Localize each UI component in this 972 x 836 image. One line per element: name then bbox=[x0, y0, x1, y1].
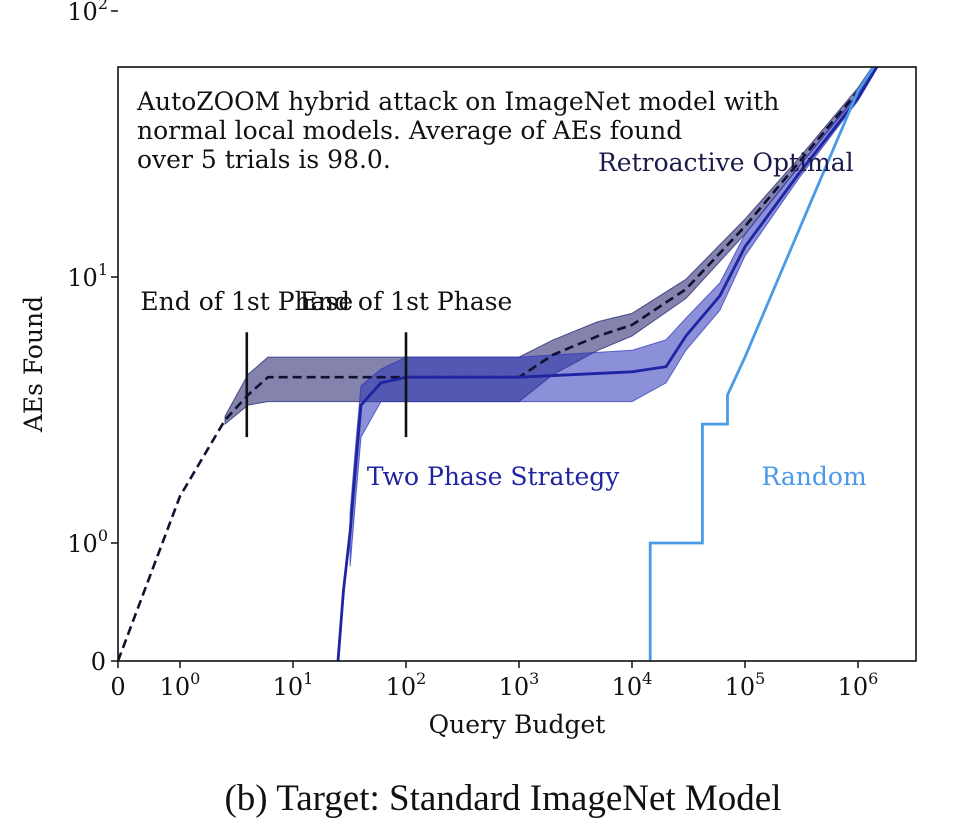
y-tick-label-0: 0 bbox=[91, 648, 106, 676]
x-tick-label-3: 102 bbox=[386, 669, 427, 701]
x-tick-label-5: 104 bbox=[612, 669, 653, 701]
y-axis-label: AEs Found bbox=[19, 296, 48, 433]
x-tick-label-6: 105 bbox=[725, 669, 766, 701]
x-tick-label-0: 0 bbox=[110, 673, 125, 701]
series-line-random bbox=[648, 67, 876, 661]
plot-area bbox=[118, 67, 879, 661]
phase-marker-label-0: End of 1st Phase bbox=[140, 287, 353, 316]
figure-caption: (b) Target: Standard ImageNet Model bbox=[224, 778, 781, 819]
series-label-random: Random bbox=[762, 462, 867, 491]
series-line-retroactive-optimal bbox=[118, 67, 876, 661]
x-tick-label-7: 106 bbox=[838, 669, 879, 701]
annotation-line-1: AutoZOOM hybrid attack on ImageNet model… bbox=[136, 87, 779, 116]
annotation-line-3: over 5 trials is 98.0. bbox=[137, 145, 391, 174]
x-tick-label-1: 100 bbox=[160, 669, 201, 701]
annotation-line-2: normal local models. Average of AEs foun… bbox=[137, 116, 682, 145]
series-label-retroactive-optimal: Retroactive Optimal bbox=[598, 148, 854, 177]
series-label-two-phase-strategy: Two Phase Strategy bbox=[367, 462, 620, 491]
x-axis-label: Query Budget bbox=[429, 710, 606, 739]
x-tick-label-2: 101 bbox=[273, 669, 314, 701]
x-axis: 0 100 101 102 103 104 105 106 bbox=[110, 661, 878, 701]
phase-marker-label-1: End of 1st Phase bbox=[300, 287, 513, 316]
series-band-3 bbox=[349, 67, 879, 567]
plot-frame bbox=[117, 66, 917, 662]
y-axis: 0 100 101 102 bbox=[67, 0, 118, 676]
x-tick-label-4: 103 bbox=[499, 669, 540, 701]
y-tick-label-3: 102 bbox=[67, 0, 108, 26]
y-tick-label-1: 100 bbox=[67, 526, 108, 558]
series-labels: Retroactive Optimal Two Phase Strategy Ran… bbox=[367, 148, 867, 491]
series-line-two-phase-strategy bbox=[336, 67, 879, 661]
y-tick-label-2: 101 bbox=[67, 260, 108, 292]
